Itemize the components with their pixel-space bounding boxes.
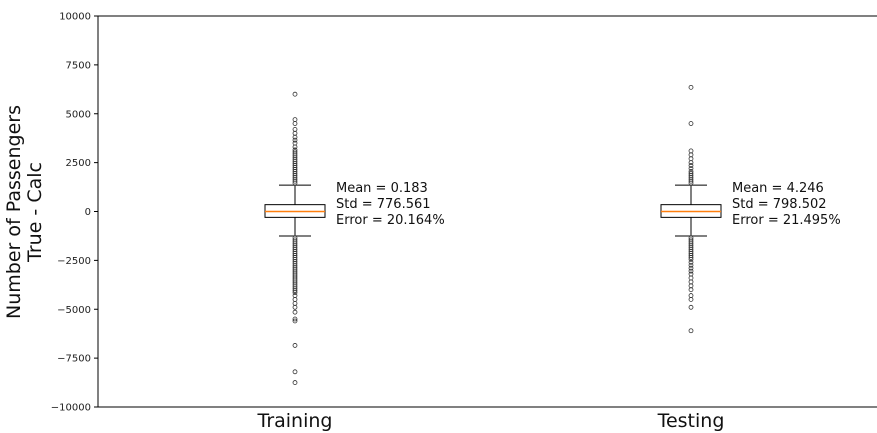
outlier-point: [292, 137, 298, 143]
stat-annotation: Std = 798.502: [732, 197, 827, 212]
y-tick-label: −2500: [57, 256, 91, 267]
outlier-point: [688, 262, 694, 268]
x-axis-labels: Training Testing: [257, 410, 725, 432]
y-tick-label: −7500: [57, 354, 91, 365]
outlier-point: [688, 293, 694, 298]
outlier-point: [292, 117, 298, 123]
outlier-point: [292, 140, 298, 146]
outlier-point: [688, 283, 694, 289]
outlier-point: [292, 290, 298, 296]
outlier-point: [688, 156, 694, 162]
outlier-point: [292, 309, 298, 315]
x-category-label: Testing: [657, 410, 725, 432]
outlier-point: [292, 300, 298, 306]
outlier-point: [292, 147, 298, 153]
outlier-point: [292, 304, 298, 310]
outlier-point: [292, 297, 298, 302]
outlier-point: [292, 288, 298, 294]
outlier-point: [688, 271, 694, 277]
outlier-point: [688, 256, 694, 262]
outlier-point: [688, 163, 694, 168]
outlier-point: [292, 134, 298, 140]
outlier-point: [688, 170, 694, 176]
outlier-point: [688, 255, 694, 260]
outlier-point: [688, 287, 694, 293]
y-axis-title-line: True - Calc: [24, 162, 46, 263]
stat-annotation: Error = 20.164%: [336, 213, 445, 228]
outlier-point: [292, 130, 298, 136]
outlier-point: [292, 149, 298, 155]
outlier-point: [292, 369, 298, 375]
outlier-point: [292, 91, 298, 97]
y-tick-label: −10000: [51, 403, 91, 414]
stat-annotation: Mean = 0.183: [336, 181, 428, 196]
outlier-point: [292, 126, 298, 132]
outlier-point: [292, 121, 298, 126]
outlier-point: [688, 265, 694, 271]
outlier-point: [292, 293, 298, 298]
outlier-point: [292, 144, 298, 150]
outlier-point: [688, 84, 694, 90]
stat-annotation: Std = 776.561: [336, 197, 431, 212]
outlier-point: [688, 279, 694, 285]
outlier-point: [292, 316, 298, 322]
outlier-point: [688, 169, 694, 174]
y-tick-label: 0: [85, 207, 91, 218]
outlier-point: [292, 318, 298, 324]
y-tick-label: 10000: [59, 12, 91, 23]
outlier-point: [688, 121, 694, 126]
outlier-point: [688, 148, 694, 154]
outlier-point: [688, 152, 694, 158]
y-tick-label: 7500: [66, 60, 91, 71]
outlier-point: [292, 380, 298, 385]
stat-annotation: Error = 21.495%: [732, 213, 841, 228]
y-axis-title-line: Number of Passengers: [3, 105, 25, 319]
outlier-point: [688, 166, 694, 171]
y-tick-label: −5000: [57, 305, 91, 316]
outlier-point: [688, 259, 694, 265]
y-axis-title: Number of Passengers True - Calc: [3, 105, 46, 319]
outlier-point: [688, 268, 694, 274]
plot-frame: [97, 15, 877, 408]
y-axis-ticks: 10000 7500 5000 2500 0 −2500 −5000 −7500 −10000: [51, 12, 98, 414]
outlier-point: [688, 275, 694, 281]
y-tick-label: 5000: [66, 109, 91, 120]
y-tick-label: 2500: [66, 158, 91, 169]
outlier-point: [688, 328, 694, 334]
stat-annotation: Mean = 4.246: [732, 181, 824, 196]
outlier-point: [688, 297, 694, 302]
outlier-point: [688, 304, 694, 310]
x-category-label: Training: [257, 410, 333, 432]
outlier-point: [292, 343, 298, 348]
outlier-point: [688, 160, 694, 166]
